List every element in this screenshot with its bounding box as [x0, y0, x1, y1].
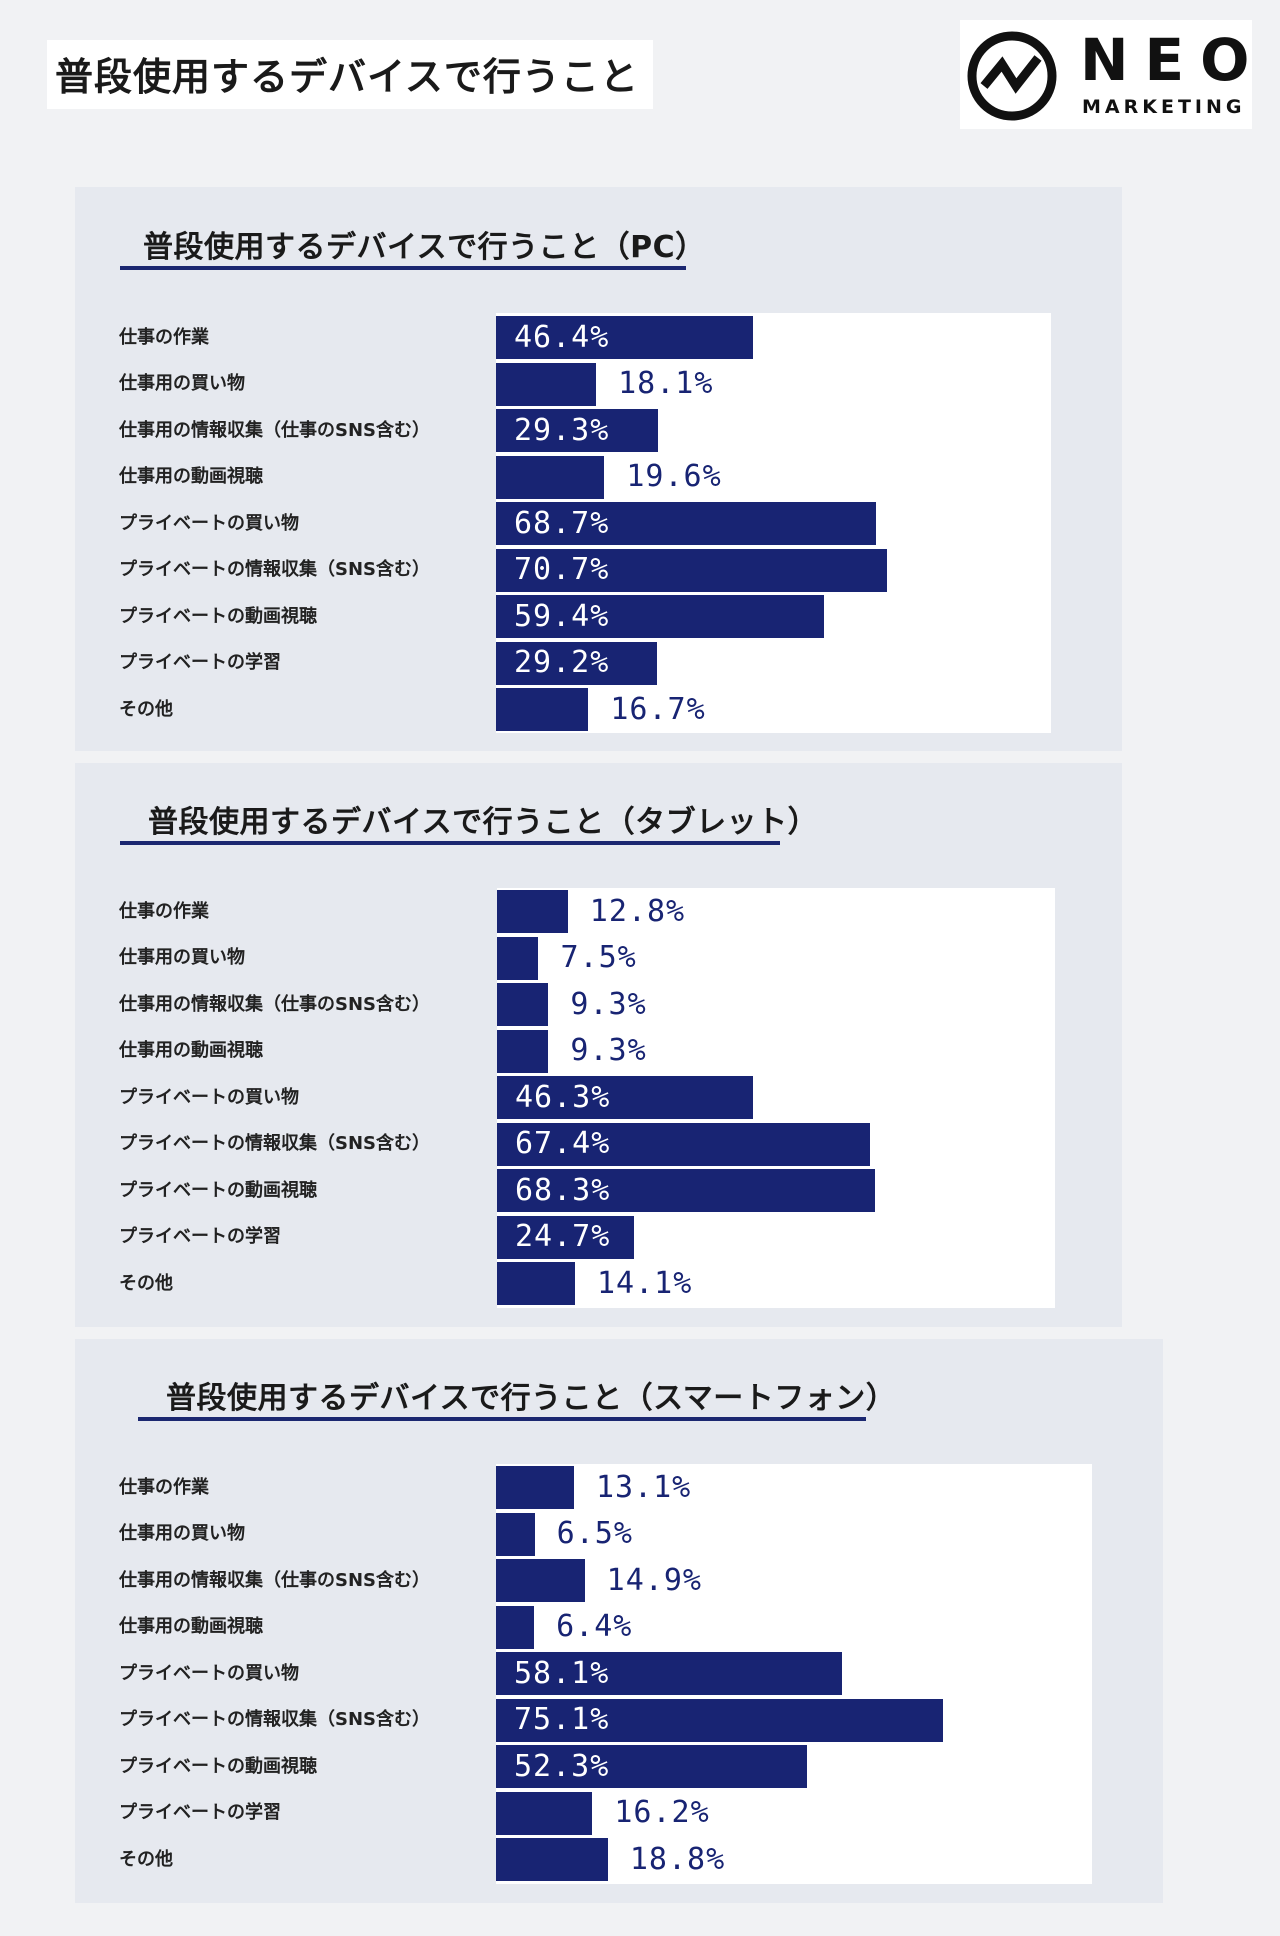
bar: [497, 1076, 754, 1119]
page-title: 普段使用するデバイスで行うこと: [47, 40, 653, 109]
bar: [497, 983, 549, 1026]
data-label: 14.9%: [606, 1562, 702, 1598]
data-label: 16.2%: [614, 1795, 710, 1830]
data-label: 12.8%: [589, 893, 686, 929]
bar: [497, 1215, 634, 1259]
data-label: 75.1%: [514, 1702, 610, 1737]
bar: [496, 1512, 535, 1556]
data-label: 9.3%: [570, 1033, 647, 1068]
data-label: 18.8%: [629, 1841, 726, 1877]
data-label: 9.3%: [570, 986, 647, 1022]
bar: [496, 688, 589, 731]
bar: [497, 1029, 549, 1073]
data-label: 6.4%: [556, 1609, 633, 1644]
category-label: プライベートの買い物: [119, 1662, 299, 1684]
data-label: 29.2%: [514, 645, 610, 680]
category-label: 仕事の作業: [119, 1476, 209, 1498]
chart-title: 普段使用するデバイスで行うこと（スマートフォン）: [166, 1381, 897, 1416]
category-label: 仕事用の情報収集（仕事のSNS含む）: [119, 1569, 430, 1591]
chart-title-underline: [120, 841, 780, 845]
chart-title-underline: [120, 266, 686, 270]
data-label: 18.1%: [618, 366, 714, 401]
category-label: プライベートの買い物: [119, 1086, 299, 1108]
category-label: プライベートの学習: [119, 1226, 281, 1247]
data-label: 68.3%: [515, 1172, 611, 1208]
bar: [497, 890, 568, 933]
bar: [497, 1122, 870, 1166]
bar: [496, 362, 597, 406]
data-label: 68.7%: [514, 505, 610, 541]
bar: [496, 1791, 593, 1835]
category-label: 仕事用の買い物: [119, 1523, 245, 1544]
bar: [496, 1698, 943, 1742]
category-label: 仕事用の情報収集（仕事のSNS含む）: [119, 419, 430, 441]
data-label: 29.3%: [514, 412, 610, 448]
data-label: 13.1%: [595, 1469, 692, 1505]
data-label: 19.6%: [626, 459, 722, 494]
bar: [497, 936, 539, 980]
bar: [496, 641, 658, 685]
data-label: 7.5%: [560, 940, 637, 975]
logo-mark-icon: [967, 31, 1057, 121]
data-label: 46.3%: [515, 1079, 611, 1115]
bar: [496, 455, 605, 499]
chart-title: 普段使用するデバイスで行うこと（PC）: [143, 230, 706, 265]
bar: [496, 1559, 585, 1602]
chart-title: 普段使用するデバイスで行うこと（タブレット）: [148, 805, 819, 840]
data-label: 6.5%: [556, 1516, 633, 1551]
category-label: プライベートの情報収集（SNS含む）: [119, 1709, 430, 1730]
category-label: その他: [119, 1848, 173, 1870]
data-label: 59.4%: [514, 598, 610, 634]
data-label: 67.4%: [515, 1126, 611, 1161]
bar: [496, 1838, 608, 1881]
company-logo: NEO MARKETING: [960, 20, 1252, 129]
category-label: 仕事の作業: [119, 900, 209, 922]
bar: [496, 316, 753, 359]
category-label: プライベートの動画視聴: [119, 1179, 317, 1201]
category-label: 仕事用の動画視聴: [119, 1040, 263, 1061]
data-label: 46.4%: [514, 319, 610, 355]
data-label: 58.1%: [514, 1655, 610, 1691]
category-label: プライベートの情報収集（SNS含む）: [119, 1133, 430, 1154]
data-label: 52.3%: [514, 1748, 610, 1784]
category-label: プライベートの動画視聴: [119, 605, 317, 627]
category-label: その他: [119, 698, 173, 720]
bar: [497, 1169, 875, 1212]
bar: [497, 1262, 575, 1305]
logo-wordmark: NEO: [1080, 26, 1266, 94]
category-label: 仕事用の買い物: [119, 373, 245, 394]
category-label: プライベートの情報収集（SNS含む）: [119, 559, 430, 580]
category-label: 仕事用の動画視聴: [119, 466, 263, 487]
category-label: プライベートの動画視聴: [119, 1755, 317, 1777]
data-label: 16.7%: [610, 691, 706, 727]
category-label: プライベートの学習: [119, 652, 281, 673]
bar: [496, 1652, 842, 1695]
category-label: プライベートの買い物: [119, 512, 299, 534]
bar: [496, 1745, 808, 1788]
category-label: その他: [119, 1272, 173, 1294]
category-label: 仕事用の情報収集（仕事のSNS含む）: [119, 993, 430, 1015]
data-label: 70.7%: [514, 552, 610, 587]
category-label: プライベートの学習: [119, 1802, 281, 1823]
bar: [496, 502, 876, 545]
bar: [496, 595, 825, 638]
category-label: 仕事用の買い物: [119, 947, 245, 968]
data-label: 24.7%: [515, 1219, 611, 1254]
bar: [496, 1605, 535, 1649]
bar: [496, 548, 887, 592]
data-label: 14.1%: [596, 1265, 693, 1301]
bar: [496, 1466, 574, 1509]
category-label: 仕事用の動画視聴: [119, 1616, 263, 1637]
category-label: 仕事の作業: [119, 326, 209, 348]
bar: [496, 409, 659, 452]
chart-title-underline: [138, 1417, 866, 1421]
logo-subtitle: MARKETING: [1082, 96, 1246, 118]
